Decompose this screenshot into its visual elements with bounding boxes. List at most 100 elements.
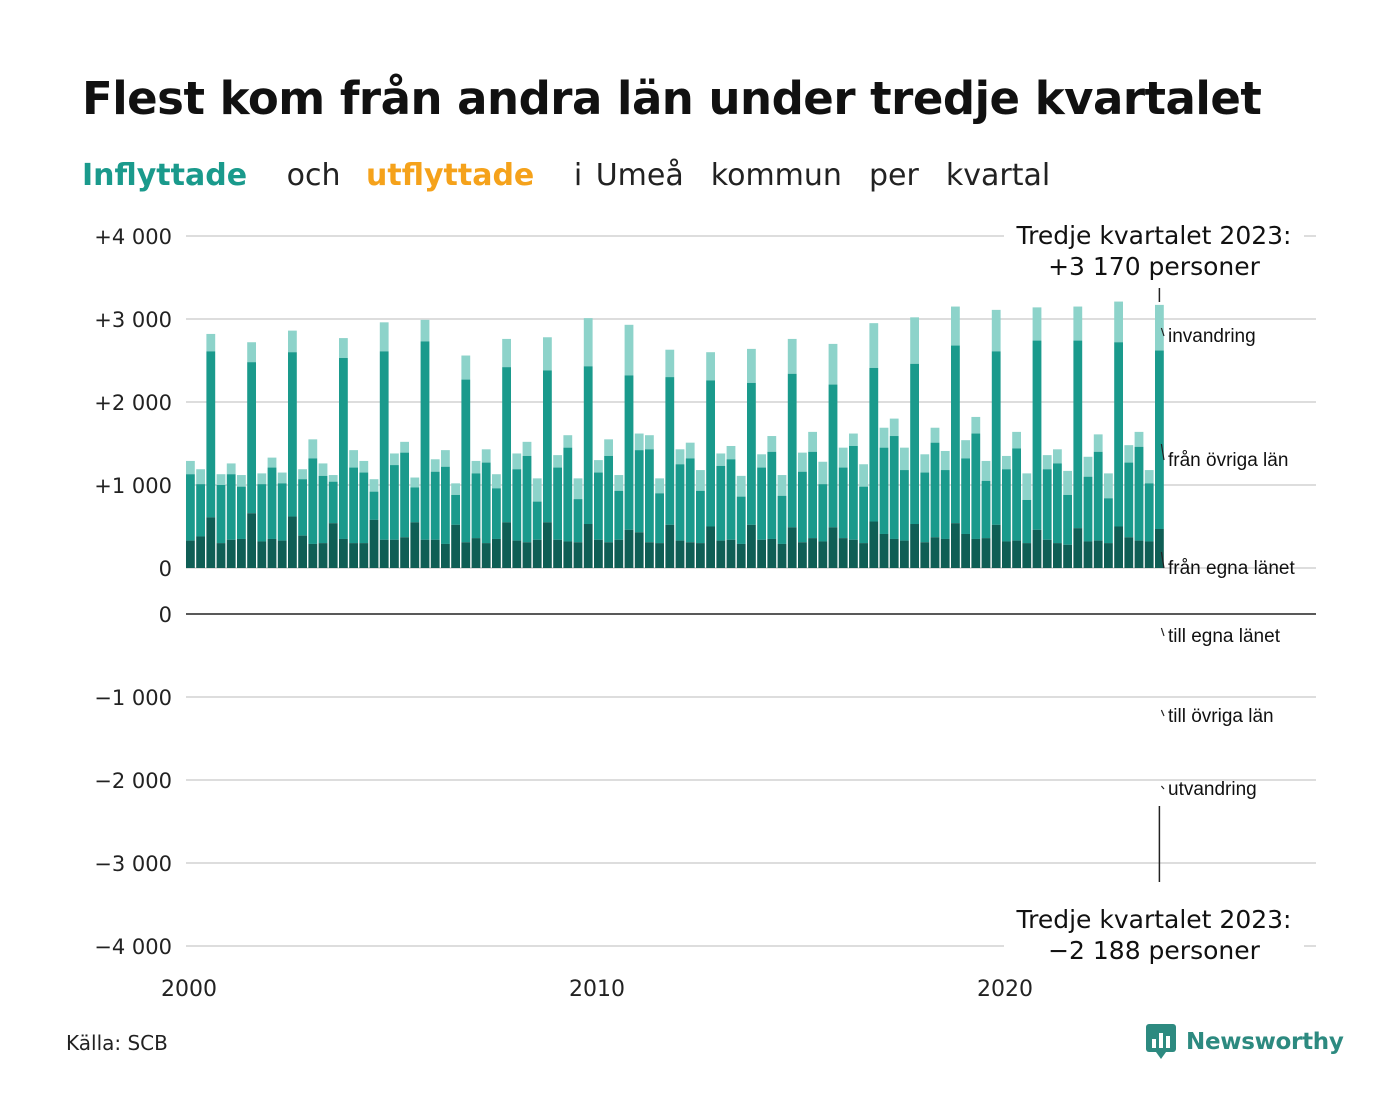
bar-inflow-immigration — [757, 454, 766, 468]
bar-inflow-other-counties — [818, 484, 828, 542]
y-tick-label-in: +4 000 — [94, 225, 172, 249]
series-label-leader — [1160, 443, 1165, 461]
newsworthy-logo: Newsworthy — [1146, 1024, 1344, 1060]
bar-inflow-immigration — [655, 478, 664, 494]
bar-inflow-own-county — [675, 540, 685, 568]
bar-inflow-other-counties — [838, 467, 848, 539]
bar-inflow-immigration — [747, 348, 756, 383]
bar-inflow-other-counties — [1124, 462, 1134, 538]
y-tick-label-out: −2 000 — [94, 769, 172, 793]
bar-inflow-immigration — [543, 337, 552, 371]
bar-inflow-other-counties — [889, 436, 899, 539]
bar-inflow-immigration — [910, 317, 919, 364]
bar-inflow-immigration — [828, 343, 838, 385]
bar-inflow-immigration — [645, 435, 654, 450]
bar-inflow-other-counties — [237, 486, 246, 539]
bar-inflow-other-counties — [267, 467, 277, 539]
bar-inflow-own-county — [900, 540, 909, 568]
bar-inflow-other-counties — [726, 459, 736, 540]
bar-inflow-immigration — [1012, 431, 1021, 449]
bar-inflow-immigration — [288, 330, 297, 353]
bar-inflow-own-county — [634, 532, 644, 568]
bar-inflow-immigration — [247, 342, 256, 363]
bar-inflow-own-county — [645, 542, 654, 568]
bar-inflow-other-counties — [1063, 494, 1072, 545]
bar-inflow-other-counties — [1012, 448, 1021, 541]
bar-inflow-immigration — [696, 470, 705, 491]
bar-inflow-immigration — [889, 418, 899, 437]
bar-inflow-immigration — [930, 427, 940, 443]
bar-inflow-other-counties — [594, 472, 603, 540]
bar-inflow-immigration — [951, 306, 960, 346]
bar-inflow-other-counties — [288, 352, 297, 517]
bar-inflow-immigration — [767, 436, 777, 452]
chart-subtitle: Inflyttade och utflyttade i Umeå kommun … — [82, 158, 1050, 193]
bar-inflow-own-county — [747, 524, 756, 568]
grid-lines — [186, 235, 1316, 947]
bar-inflow-own-county — [869, 521, 879, 568]
bar-inflow-own-county — [461, 542, 471, 568]
bar-inflow-own-county — [1002, 541, 1011, 568]
bar-inflow-immigration — [787, 338, 797, 374]
migration-chart: 0 +1 000 +2 000 +3 000 +4 000 0 −1 000 −2 000 −3… — [94, 221, 1316, 1000]
bar-inflow-immigration — [1063, 470, 1072, 495]
bar-inflow-immigration — [675, 449, 685, 465]
bar-inflow-other-counties — [206, 351, 216, 518]
bar-inflow-other-counties — [400, 452, 409, 538]
bar-inflow-other-counties — [1053, 463, 1062, 544]
bar-inflow-own-county — [665, 524, 675, 568]
bar-inflow-own-county — [849, 539, 858, 568]
bar-inflow-own-county — [492, 538, 501, 568]
bar-inflow-immigration — [573, 478, 583, 500]
bar-inflow-own-county — [339, 538, 348, 568]
bar-inflow-other-counties — [1093, 451, 1103, 541]
bar-inflow-other-counties — [645, 449, 654, 543]
bar-inflow-immigration — [420, 319, 430, 342]
bar-inflow-other-counties — [492, 488, 501, 539]
annotation-top-line2: +3 170 personer — [1048, 252, 1261, 281]
bar-inflow-immigration — [665, 349, 675, 378]
bar-inflow-immigration — [481, 449, 491, 463]
bar-inflow-other-counties — [981, 480, 991, 539]
bar-inflow-immigration — [308, 439, 318, 459]
x-axis-labels: 2000 2010 2020 — [161, 977, 1033, 1000]
bar-inflow-own-county — [1155, 528, 1164, 568]
bar-inflow-own-county — [512, 540, 522, 568]
bar-inflow-own-county — [298, 535, 307, 568]
bar-inflow-other-counties — [512, 469, 522, 541]
bar-inflow-own-county — [1134, 540, 1144, 568]
bar-inflow-immigration — [1134, 431, 1144, 447]
bar-inflow-other-counties — [308, 458, 318, 544]
bar-inflow-own-county — [971, 538, 981, 568]
bar-inflow-immigration — [206, 333, 216, 352]
bar-inflow-own-county — [359, 543, 369, 568]
bar-inflow-other-counties — [1144, 483, 1154, 542]
bar-inflow-own-county — [685, 542, 695, 568]
x-tick-label: 2020 — [977, 977, 1033, 1000]
bar-inflow-own-county — [1032, 529, 1042, 568]
bar-inflow-immigration — [226, 463, 236, 475]
bar-inflow-immigration — [1083, 456, 1093, 477]
bar-inflow-immigration — [196, 469, 205, 485]
bar-inflow-immigration — [267, 457, 277, 468]
bar-inflow-own-county — [267, 538, 277, 568]
bar-inflow-immigration — [328, 475, 338, 482]
bar-inflow-immigration — [818, 461, 828, 485]
bar-inflow-own-county — [1042, 539, 1052, 568]
bar-inflow-other-counties — [634, 450, 644, 533]
bar-inflow-immigration — [614, 475, 624, 491]
y-tick-label-in: +1 000 — [94, 474, 172, 498]
bar-inflow-other-counties — [736, 496, 746, 544]
bar-inflow-immigration — [940, 450, 950, 471]
bar-inflow-own-county — [930, 537, 940, 568]
bar-inflow-own-county — [716, 540, 726, 568]
series-label-leader — [1160, 709, 1165, 717]
series-label-leader — [1160, 551, 1165, 569]
bar-inflow-immigration — [991, 309, 1001, 352]
y-axis-labels: 0 +1 000 +2 000 +3 000 +4 000 0 −1 000 −2 000 −3… — [94, 225, 172, 959]
bar-inflow-own-county — [1093, 540, 1103, 568]
bar-inflow-immigration — [706, 352, 715, 381]
x-tick-label: 2010 — [569, 977, 625, 1000]
bar-inflow-immigration — [900, 447, 909, 471]
bar-inflow-immigration — [563, 435, 573, 448]
